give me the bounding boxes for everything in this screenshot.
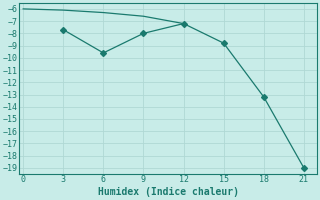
X-axis label: Humidex (Indice chaleur): Humidex (Indice chaleur) [98,187,239,197]
